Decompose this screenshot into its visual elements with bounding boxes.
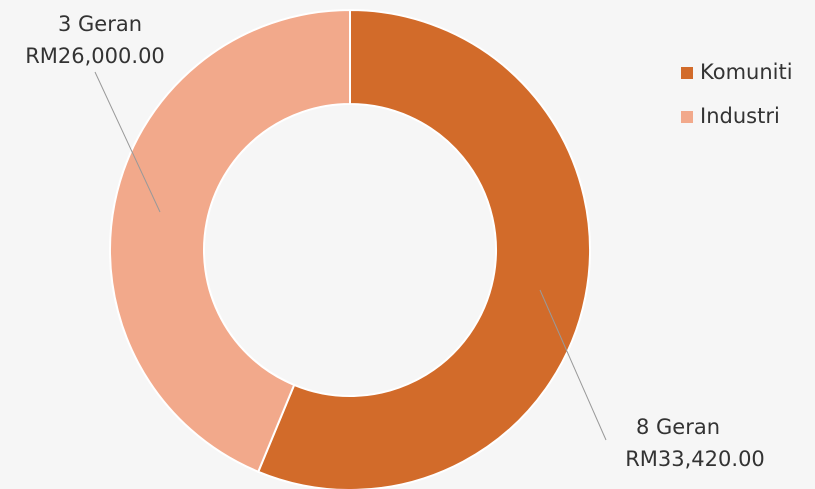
value-label: RM26,000.00 — [25, 44, 165, 68]
leader-line — [94, 71, 161, 213]
count-label: 8 Geran — [636, 415, 720, 439]
legend-swatch — [681, 67, 693, 79]
count-label: 3 Geran — [58, 12, 142, 36]
legend-label: Industri — [700, 104, 780, 128]
donut-segment — [109, 8, 351, 474]
donut-segment — [256, 8, 591, 489]
legend-label: Komuniti — [700, 60, 793, 84]
leader-line — [539, 289, 607, 441]
value-label: RM33,420.00 — [625, 447, 765, 471]
legend-swatch — [681, 111, 693, 123]
